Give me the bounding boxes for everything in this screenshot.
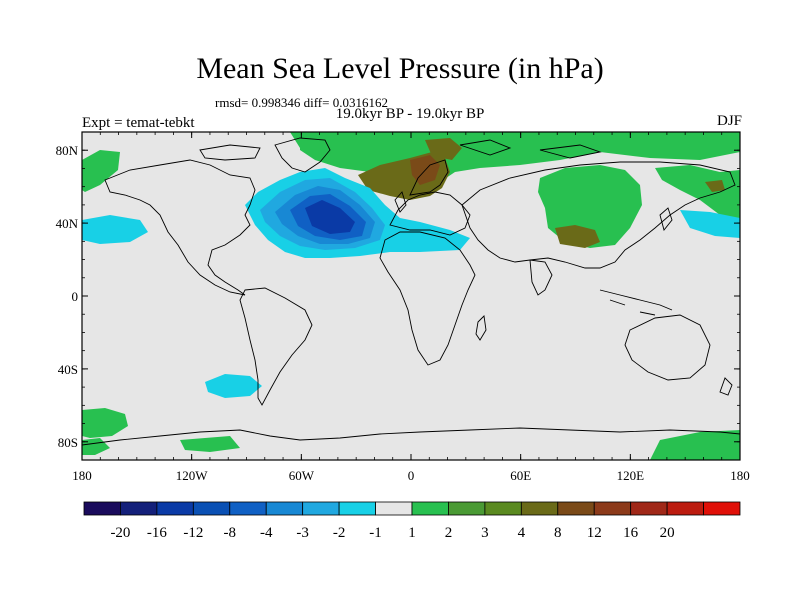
colorbar-swatch (120, 501, 158, 516)
y-tick-label: 40N (56, 216, 79, 231)
experiment-label: Expt = temat-tebkt (82, 115, 195, 131)
pacific-east-negative (680, 210, 740, 238)
colorbar-label: -3 (296, 525, 309, 541)
greenland-coast (274, 137, 331, 173)
y-tick-label: 80N (56, 143, 79, 158)
stats-text: rmsd= 0.998346 diff= 0.0316162 (215, 95, 388, 110)
colorbar-swatch (156, 501, 194, 516)
colorbar-swatch (265, 501, 304, 516)
pacific-nw-positive (655, 165, 740, 222)
y-tick-label: 0 (72, 289, 79, 304)
colorbar-swatch (703, 501, 741, 516)
atlantic-darkblue-core (305, 200, 355, 234)
north-america-coast (104, 159, 256, 296)
colorbar-swatch (411, 501, 449, 516)
colorbar-swatch (83, 501, 121, 516)
colorbar-label: -1 (369, 525, 382, 541)
arctic-islands-coast (199, 139, 602, 161)
colorbar-label: 8 (554, 525, 562, 541)
colorbar-swatch (666, 501, 704, 516)
india-coast (529, 259, 553, 296)
southern-pacific-positive (82, 408, 128, 438)
africa-coast (379, 231, 476, 366)
map-panel (82, 132, 740, 460)
scandinavia-coast (409, 159, 449, 196)
colorbar-swatch (192, 501, 231, 516)
colorbar-swatch (484, 501, 522, 516)
australia-coast (624, 314, 711, 381)
colorbar-swatch (302, 501, 340, 516)
colorbar-label: -8 (224, 525, 237, 541)
colorbar-label: 20 (660, 525, 675, 541)
colorbar-swatch (630, 501, 668, 516)
colorbar-swatch (229, 501, 267, 516)
indonesia-coast (599, 289, 673, 316)
colorbar-swatch (448, 501, 486, 516)
colorbar-swatch (338, 501, 376, 516)
coastlines (82, 137, 740, 446)
x-tick-label: 120W (176, 468, 209, 483)
x-tick-label: 60E (510, 468, 531, 483)
y-tick-label: 40S (58, 362, 78, 377)
pacific-brown-spot (705, 180, 725, 192)
subtitle-text: 19.0kyr BP - 19.0kyr BP (335, 106, 485, 122)
antarctica-coast (82, 427, 740, 446)
colorbar-label: 4 (518, 525, 526, 541)
colorbar-label: -16 (147, 525, 167, 541)
pacific-negative-region (82, 215, 148, 244)
colorbar-swatch (520, 501, 559, 516)
colorbar-label: 12 (587, 525, 602, 541)
asia-coast (461, 161, 736, 269)
colorbar-label: -12 (183, 525, 203, 541)
colorbar-swatch (557, 501, 595, 516)
colorbar-label: 2 (445, 525, 453, 541)
map-title: Mean Sea Level Pressure (in hPa) (196, 52, 604, 85)
colorbar-label: -4 (260, 525, 273, 541)
colorbar-swatch (593, 501, 632, 516)
x-tick-label: 60W (289, 468, 315, 483)
uk-coast (394, 191, 407, 213)
x-tick-label: 120E (617, 468, 645, 483)
antarctic-positive-mid (180, 436, 240, 452)
japan-coast (659, 207, 673, 231)
axis-ticks: 180 120W 60W 0 60E 120E 180 80N 40N 0 40S 80S (56, 132, 750, 483)
south-america-coast (239, 287, 313, 406)
x-tick-label: 180 (730, 468, 750, 483)
barents-brown-region (425, 138, 462, 160)
season-label: DJF (716, 113, 742, 129)
colorbar-label: 3 (481, 525, 489, 541)
antarctic-positive-right (650, 430, 740, 460)
alaska-positive-region (82, 150, 120, 192)
x-tick-label: 0 (408, 468, 415, 483)
colorbar-label: -20 (110, 525, 130, 541)
colorbar-label: 16 (623, 525, 639, 541)
colorbar-label: -2 (333, 525, 346, 541)
anomaly-shading (82, 132, 740, 460)
x-tick-label: 180 (72, 468, 92, 483)
greenland-small-positive (290, 132, 320, 148)
south-pacific-negative (205, 374, 262, 398)
new-zealand-coast (719, 377, 733, 396)
colorbar-label: 1 (408, 525, 416, 541)
madagascar-coast (475, 315, 487, 341)
colorbar-swatch (375, 501, 413, 516)
y-tick-label: 80S (58, 435, 78, 450)
asia-brown-core (555, 225, 600, 248)
colorbar: -20 -16 -12 -8 -4 -3 -2 -1 1 2 3 4 8 12 16 20 (83, 501, 741, 541)
